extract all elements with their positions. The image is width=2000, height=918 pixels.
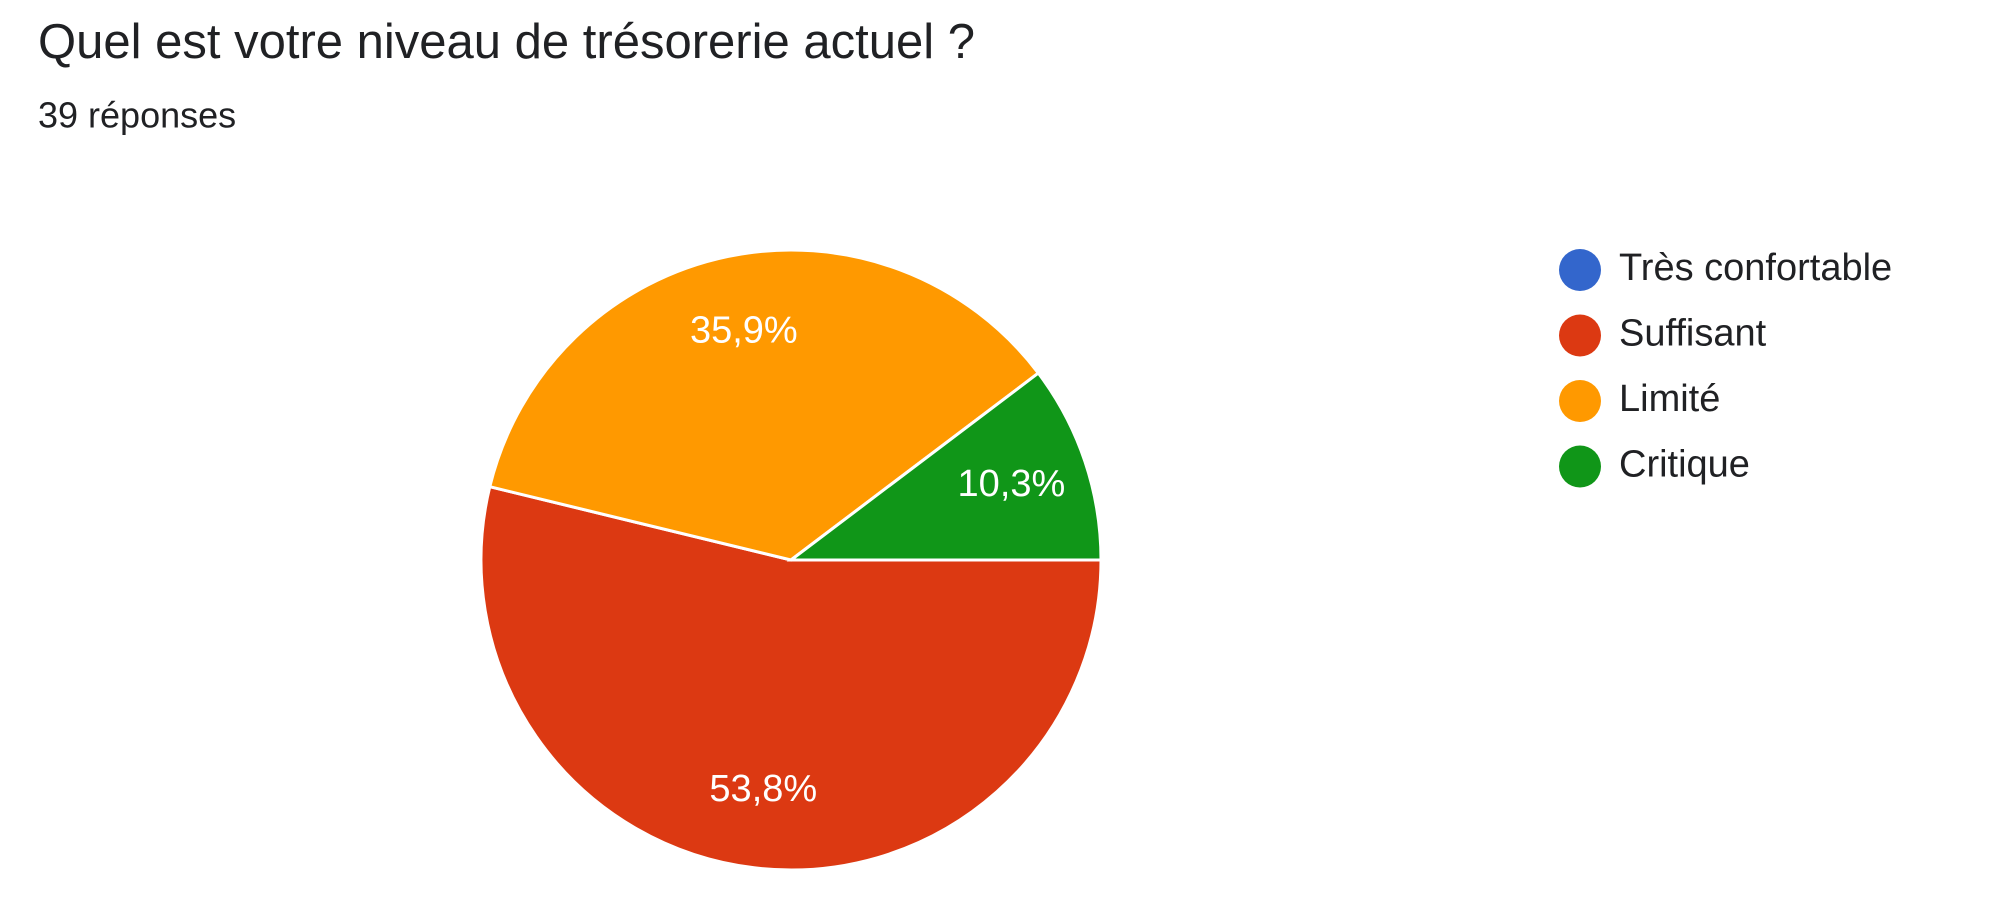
value-label: 35,9%: [690, 309, 798, 351]
chart-title: Quel est votre niveau de trésorerie actu…: [38, 15, 975, 69]
legend-label: Critique: [1619, 444, 1750, 486]
legend-marker: [1559, 314, 1601, 357]
legend-marker: [1559, 445, 1601, 488]
pie-slice: [786, 370, 1103, 562]
value-label: 53,8%: [709, 768, 817, 810]
value-label: 10,3%: [958, 463, 1066, 505]
legend-marker: [1559, 249, 1601, 291]
legend-marker: [1559, 380, 1601, 422]
pie-slice: [487, 248, 1041, 562]
legend-label: Très confortable: [1619, 247, 1892, 289]
pie-slice: [479, 484, 1103, 872]
legend-label: Limité: [1619, 378, 1720, 420]
chart-subtitle: 39 réponses: [38, 95, 236, 136]
legend-label: Suffisant: [1619, 313, 1767, 355]
